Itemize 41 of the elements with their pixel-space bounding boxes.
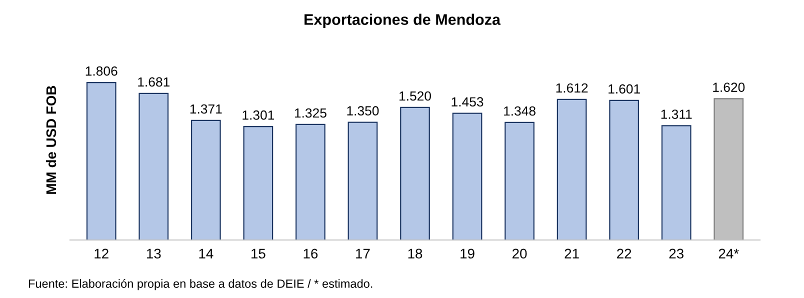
x-tick-label: 21: [564, 248, 579, 258]
bar: [296, 124, 326, 240]
source-note: Fuente: Elaboración propia en base a datos de DEIE / * estimado.: [28, 279, 372, 290]
x-tick-label: 13: [146, 248, 161, 259]
bar: [190, 120, 221, 240]
data-label: 1.348: [504, 106, 536, 116]
bar: [556, 98, 587, 240]
data-label: 1.301: [242, 110, 274, 120]
x-tick-label: 18: [408, 248, 422, 259]
bar: [138, 92, 169, 240]
data-label: 1.311: [661, 110, 692, 119]
bar: [400, 106, 430, 240]
x-tick-label: 22: [617, 248, 632, 258]
data-label: 1.681: [138, 77, 170, 87]
data-label: 1.325: [294, 108, 326, 118]
bar: [86, 82, 116, 240]
x-tick-label: 17: [356, 248, 370, 258]
x-tick-label: 20: [512, 248, 527, 259]
bar: [348, 122, 378, 240]
bar: [661, 125, 692, 240]
x-tick-label: 12: [94, 248, 108, 258]
x-tick-label: 23: [669, 248, 684, 259]
data-label: 1.453: [452, 97, 484, 107]
data-label: 1.371: [190, 104, 222, 114]
data-label: 1.806: [86, 66, 118, 76]
chart-title: Exportaciones de Mendoza: [304, 14, 501, 28]
data-label: 1.350: [347, 106, 379, 116]
x-tick-label: 14: [199, 248, 214, 258]
data-label: 1.520: [400, 91, 431, 101]
bar: [243, 126, 274, 240]
bar: [609, 100, 640, 240]
x-tick-label: 19: [460, 248, 474, 259]
bar: [452, 112, 482, 240]
bar: [504, 122, 534, 240]
data-label: 1.601: [608, 84, 640, 94]
y-axis-title: MM de USD FOB: [46, 86, 56, 194]
data-label: 1.620: [713, 82, 745, 92]
data-label: 1.612: [556, 83, 588, 93]
x-tick-label: 15: [252, 248, 266, 259]
x-tick-label: 16: [304, 248, 318, 259]
x-tick-label: 24*: [718, 248, 739, 258]
